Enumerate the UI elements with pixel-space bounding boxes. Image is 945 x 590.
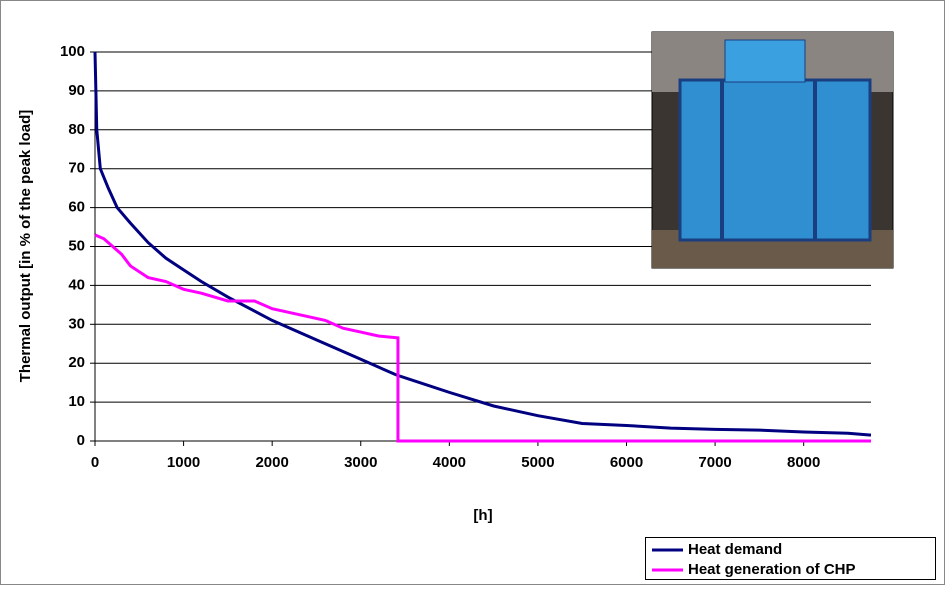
series-line (94, 233, 871, 443)
x-tick-label: 7000 (698, 454, 731, 471)
photo-inset (651, 31, 894, 269)
y-tick-label: 60 (68, 199, 85, 216)
x-tick-label: 2000 (255, 454, 288, 471)
x-tick-label: 1000 (167, 454, 200, 471)
x-tick-label: 0 (91, 454, 99, 471)
y-tick-label: 80 (68, 121, 85, 138)
x-tick-label: 5000 (521, 454, 554, 471)
legend: Heat demand Heat generation of CHP (645, 537, 936, 580)
x-tick-label: 4000 (433, 454, 466, 471)
series-line (93, 51, 872, 437)
y-tick-label: 70 (68, 160, 85, 177)
photo-panel (724, 39, 806, 83)
y-axis-title: Thermal output [in % of the peak load] (17, 110, 34, 383)
y-tick-label: 0 (77, 432, 85, 449)
legend-label: Heat generation of CHP (688, 561, 856, 578)
y-tick-label: 100 (60, 43, 85, 60)
photo-machine (678, 78, 872, 242)
y-tick-label: 20 (68, 354, 85, 371)
x-tick-label: 3000 (344, 454, 377, 471)
x-tick-label: 6000 (610, 454, 643, 471)
legend-label: Heat demand (688, 541, 782, 558)
y-tick-label: 50 (68, 237, 85, 254)
y-tick-label: 30 (68, 315, 85, 332)
y-tick-label: 40 (68, 276, 85, 293)
legend-box (645, 537, 936, 580)
x-tick-label: 8000 (787, 454, 820, 471)
y-tick-label: 90 (68, 82, 85, 99)
x-axis-title: [h] (473, 507, 492, 524)
y-tick-label: 10 (68, 393, 85, 410)
